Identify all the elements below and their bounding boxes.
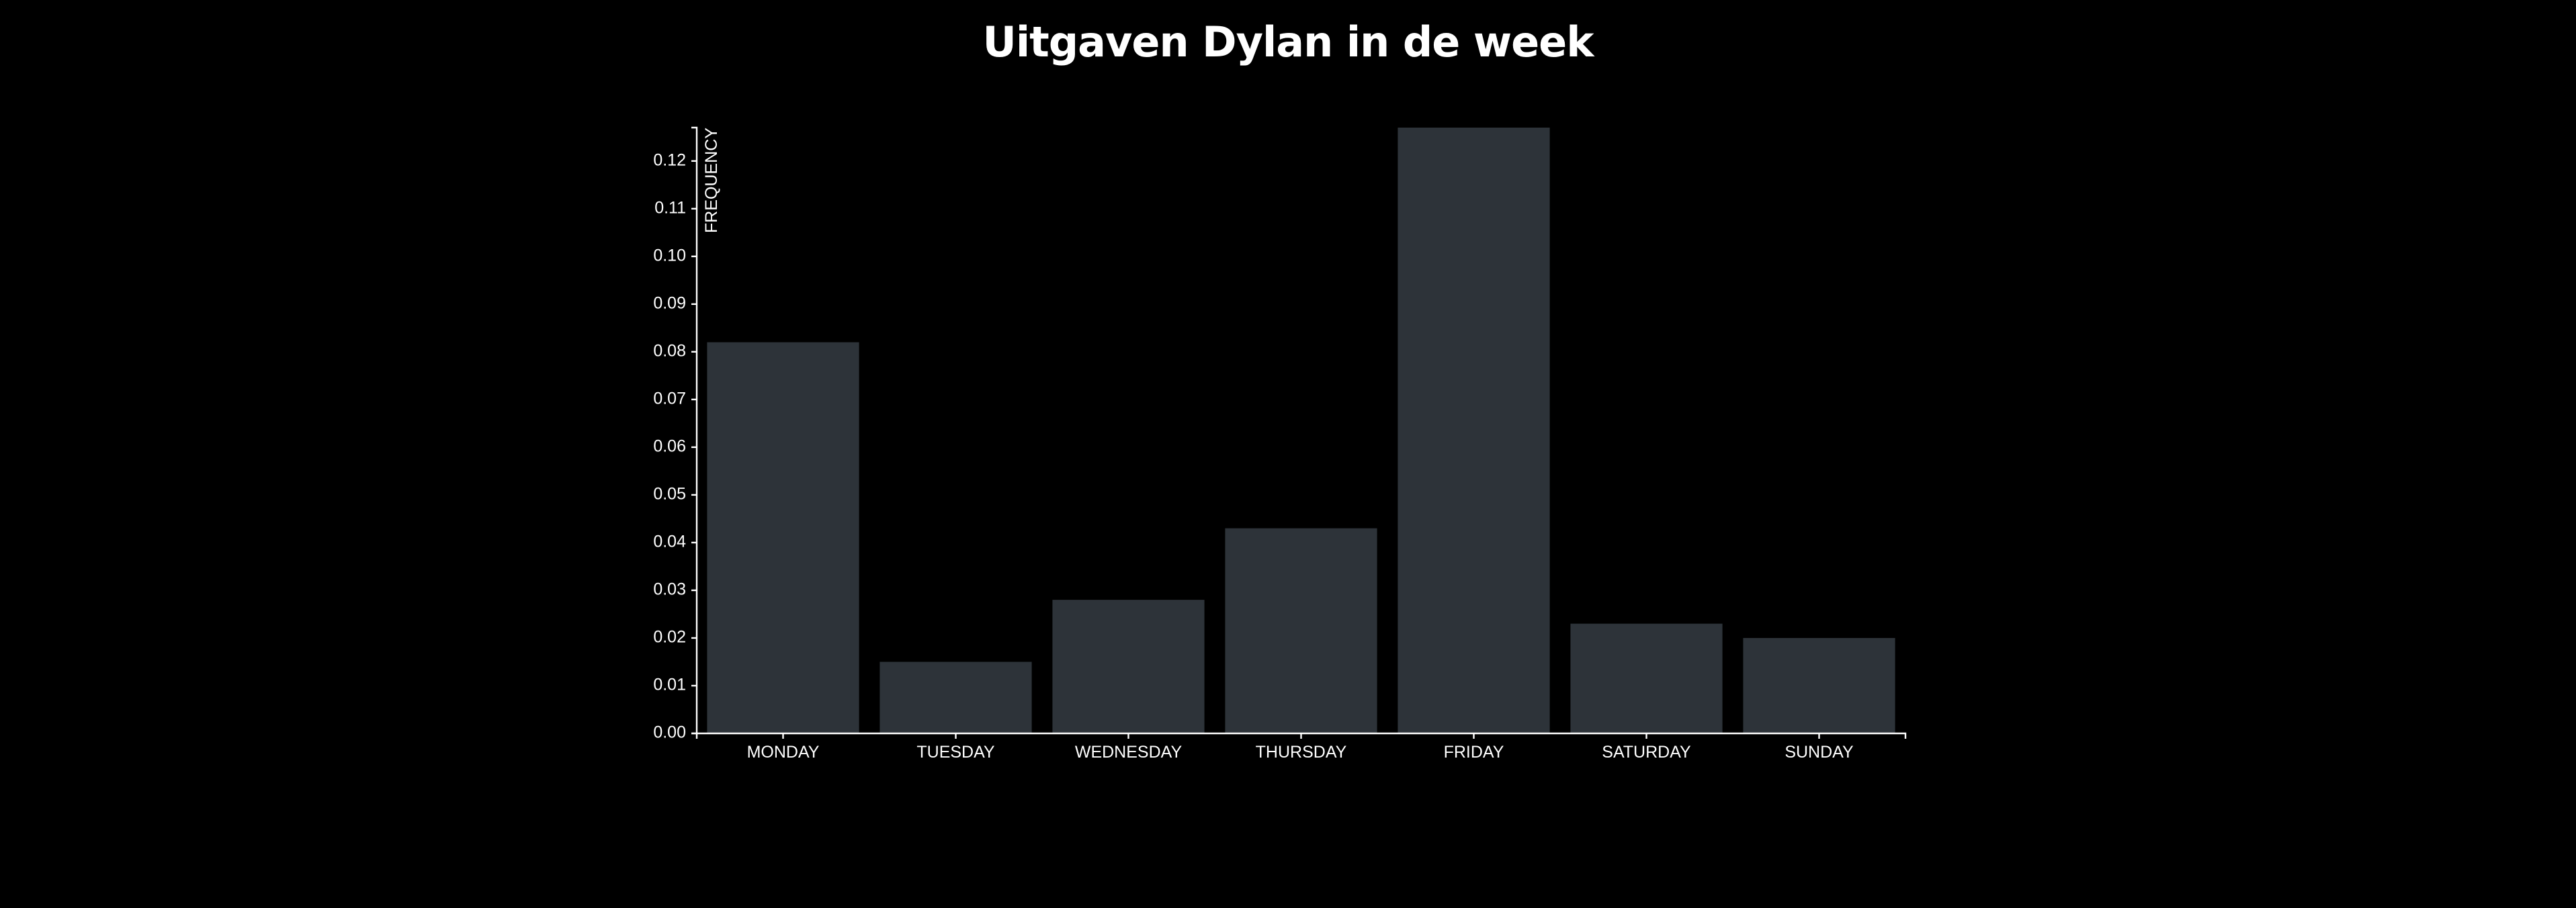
bar-wednesday <box>1052 600 1205 733</box>
y-tick-label: 0.02 <box>653 628 686 647</box>
y-tick-label: 0.03 <box>653 580 686 599</box>
x-tick-label-saturday: SATURDAY <box>1602 743 1691 762</box>
y-tick-label: 0.00 <box>653 723 686 742</box>
y-tick-label: 0.05 <box>653 484 686 503</box>
bar-monday <box>707 342 859 733</box>
bars-layer <box>707 128 1895 733</box>
x-tick-label-friday: FRIDAY <box>1444 743 1504 762</box>
y-tick-label: 0.10 <box>653 246 686 265</box>
y-tick-label: 0.08 <box>653 341 686 360</box>
bar-friday <box>1398 128 1550 733</box>
chart-title: Uitgaven Dylan in de week <box>982 17 1594 66</box>
y-tick-label: 0.12 <box>653 150 686 169</box>
y-axis-line <box>691 126 698 735</box>
x-tick-label-sunday: SUNDAY <box>1785 743 1854 762</box>
y-tick-label: 0.07 <box>653 389 686 408</box>
x-tick-label-monday: MONDAY <box>747 743 820 762</box>
y-tick-label: 0.01 <box>653 676 686 694</box>
bar-tuesday <box>879 662 1032 733</box>
bar-saturday <box>1570 623 1723 733</box>
y-tick-label: 0.09 <box>653 293 686 312</box>
bar-thursday <box>1225 528 1377 733</box>
x-tick-label-thursday: THURSDAY <box>1256 743 1347 762</box>
y-axis-label: FREQUENCY <box>702 128 721 233</box>
y-tick-label: 0.04 <box>653 533 686 551</box>
x-tick-label-wednesday: WEDNESDAY <box>1075 743 1183 762</box>
y-tick-label: 0.06 <box>653 437 686 455</box>
x-tick-label-tuesday: TUESDAY <box>916 743 995 762</box>
y-tick-label: 0.11 <box>654 198 686 217</box>
axes-layer: 0.00 0.01 0.02 0.03 0.04 0.05 0.06 0.07 0.08 0.09… <box>653 126 1907 762</box>
bar-sunday <box>1743 637 1895 733</box>
